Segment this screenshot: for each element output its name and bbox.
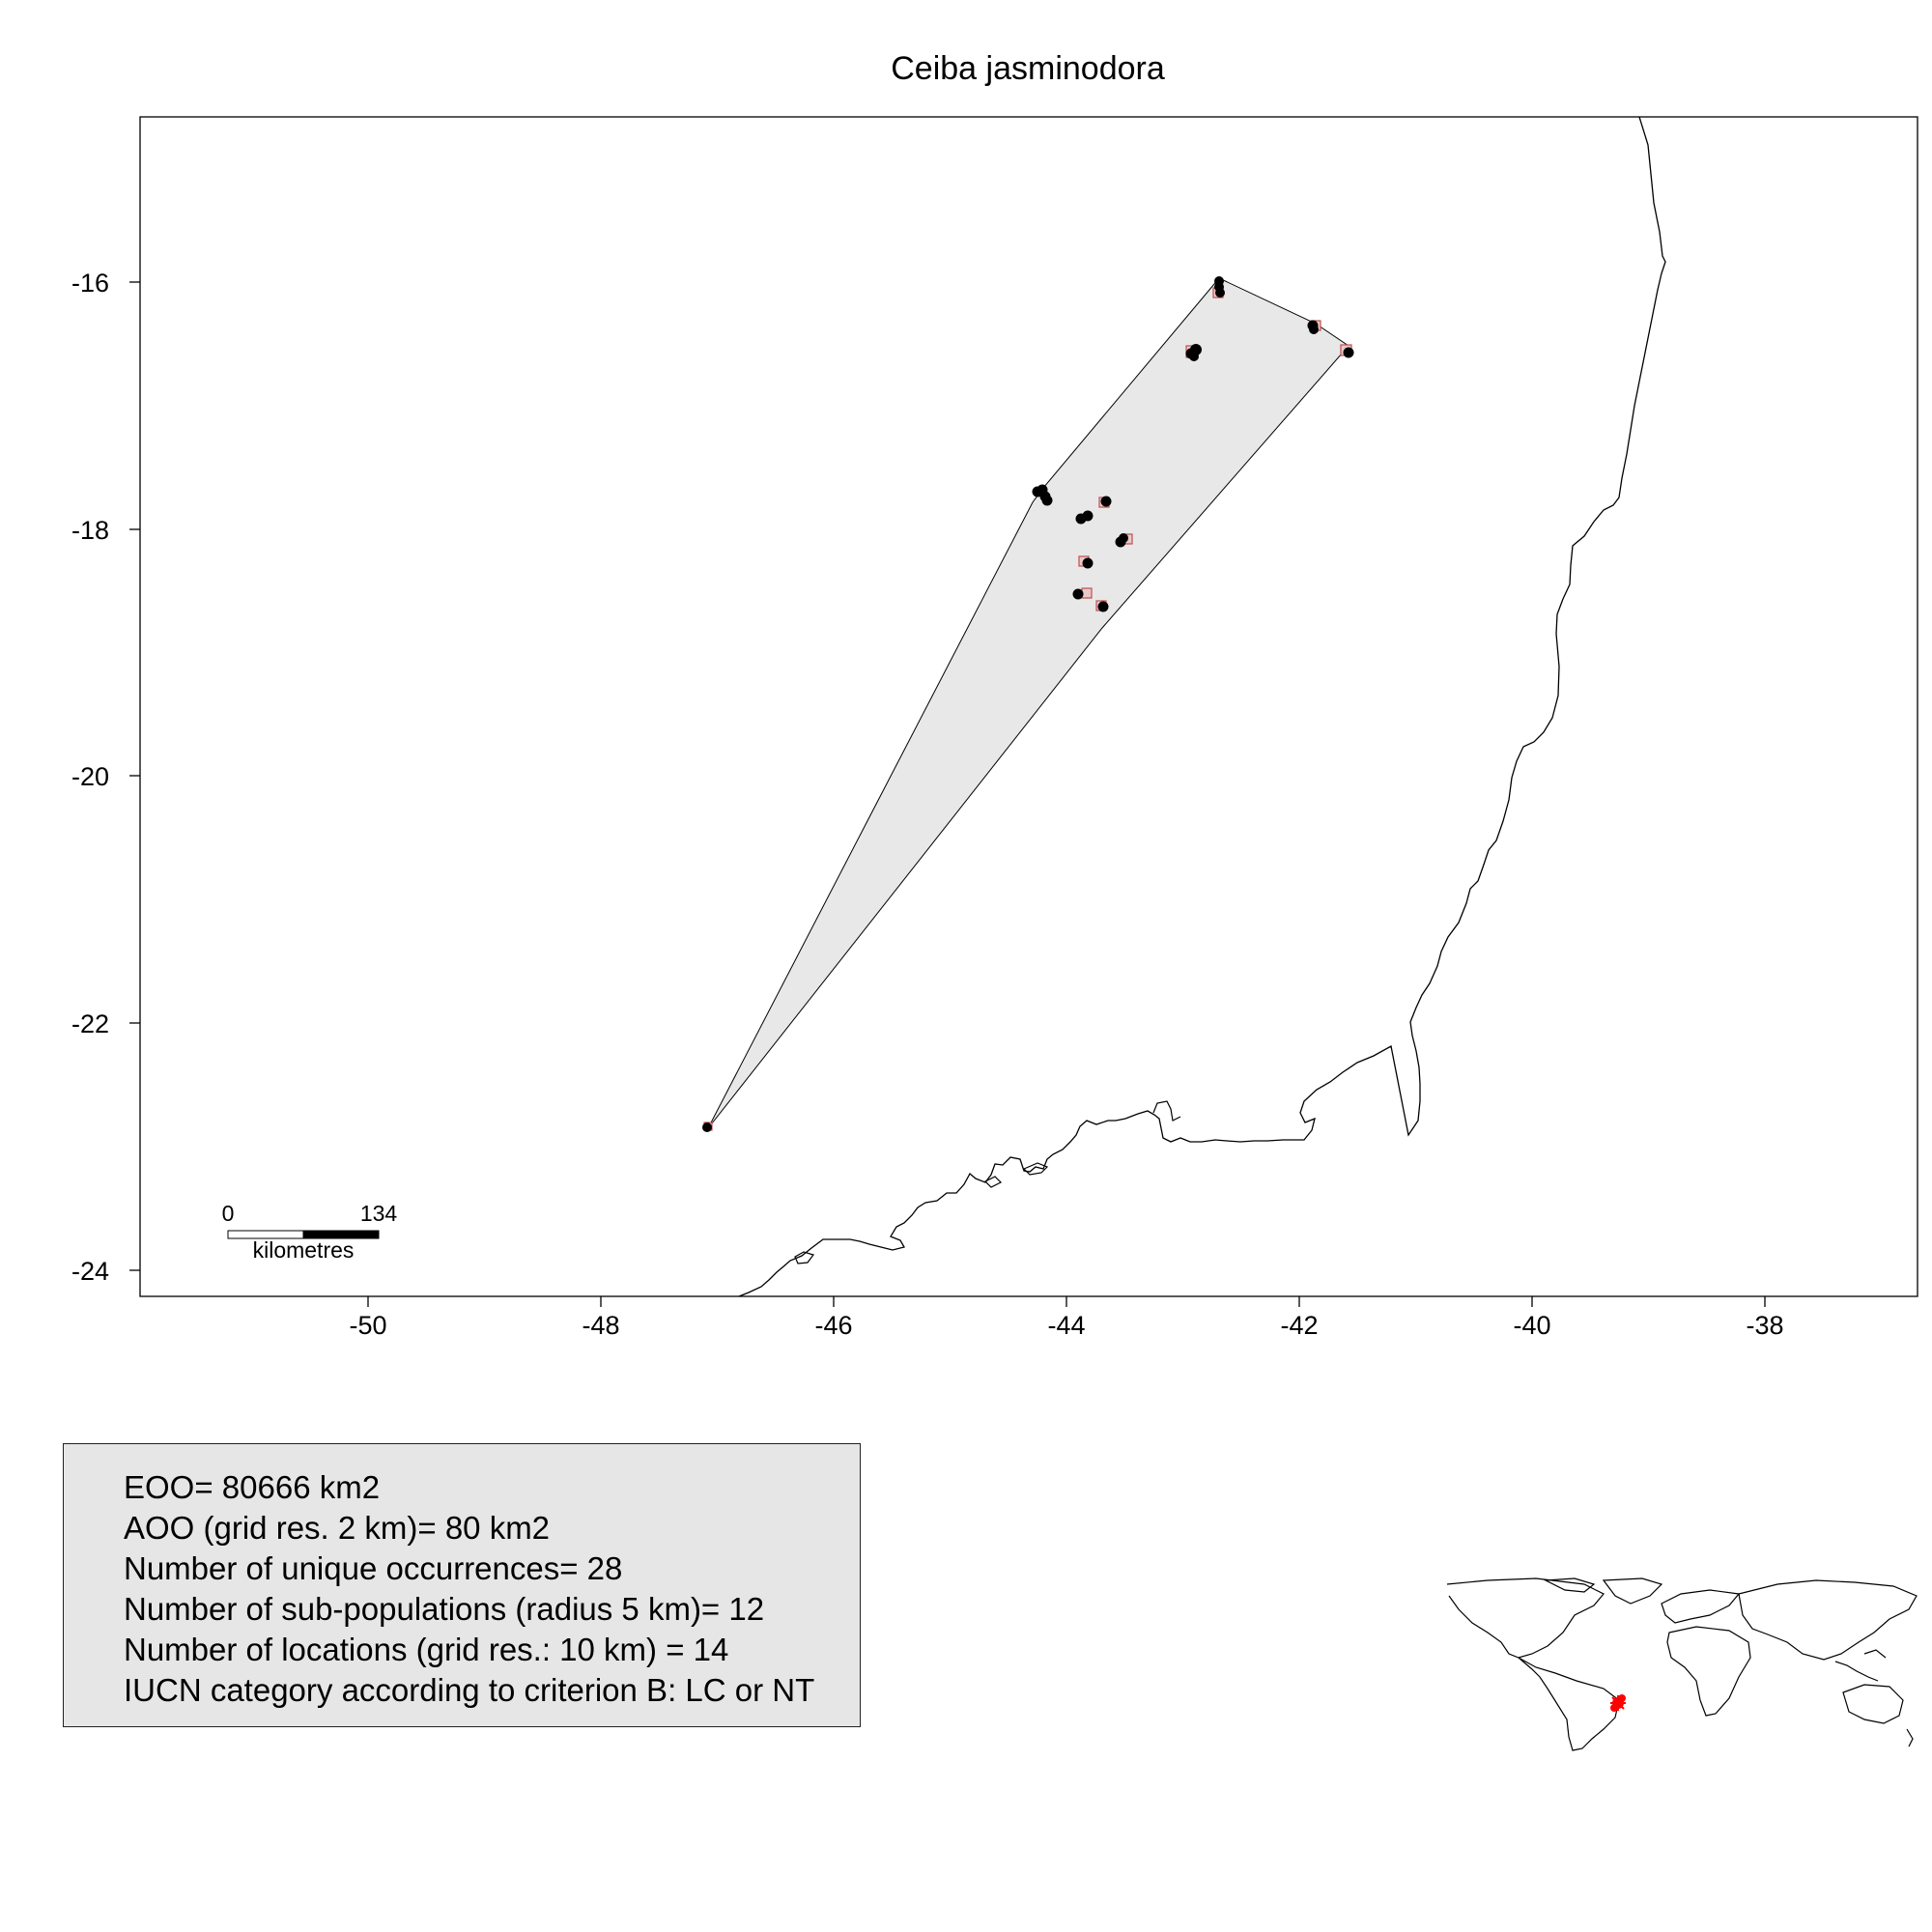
scale-end-label: 134 xyxy=(360,1201,398,1226)
coastline-island xyxy=(983,1176,1003,1188)
x-tick-label: -46 xyxy=(814,1311,852,1340)
eoo-stat: EOO= 80666 km2 xyxy=(124,1469,381,1505)
y-tick-label: -20 xyxy=(71,762,109,791)
stats-box: EOO= 80666 km2 AOO (grid res. 2 km)= 80 … xyxy=(63,1443,861,1727)
scale-bar: 0 134 kilometres xyxy=(222,1201,398,1263)
x-tick-label: -42 xyxy=(1280,1311,1318,1340)
y-tick-label: -18 xyxy=(71,516,109,545)
x-tick-label: -38 xyxy=(1746,1311,1783,1340)
coastline-island xyxy=(794,1251,814,1264)
unique-occurrences-stat: Number of unique occurrences= 28 xyxy=(124,1550,623,1586)
y-tick-label: -16 xyxy=(71,269,109,298)
inset-location-marker xyxy=(1610,1694,1626,1712)
x-axis xyxy=(367,1296,1766,1307)
x-tick-label: -44 xyxy=(1047,1311,1085,1340)
coastline xyxy=(738,116,1666,1297)
scale-start-label: 0 xyxy=(222,1201,235,1226)
x-tick-label: -40 xyxy=(1513,1311,1550,1340)
y-tick-label: -22 xyxy=(71,1009,109,1038)
y-tick-label: -24 xyxy=(71,1257,109,1286)
x-tick-label: -48 xyxy=(582,1311,619,1340)
aoo-stat: AOO (grid res. 2 km)= 80 km2 xyxy=(124,1510,551,1546)
x-tick-label: -50 xyxy=(349,1311,386,1340)
map-title: Ceiba jasminodora xyxy=(891,50,1165,87)
scale-unit-label: kilometres xyxy=(253,1237,355,1263)
coastline-bay xyxy=(1152,1100,1181,1122)
sub-populations-stat: Number of sub-populations (radius 5 km)=… xyxy=(124,1591,765,1627)
occurrence-points xyxy=(702,276,1354,1132)
y-axis xyxy=(129,281,140,1271)
iucn-category-stat: IUCN category according to criterion B: … xyxy=(124,1672,815,1708)
inset-world-map xyxy=(1446,1577,1918,1751)
locations-stat: Number of locations (grid res.: 10 km) =… xyxy=(124,1632,729,1667)
coastline-island xyxy=(1022,1162,1049,1176)
